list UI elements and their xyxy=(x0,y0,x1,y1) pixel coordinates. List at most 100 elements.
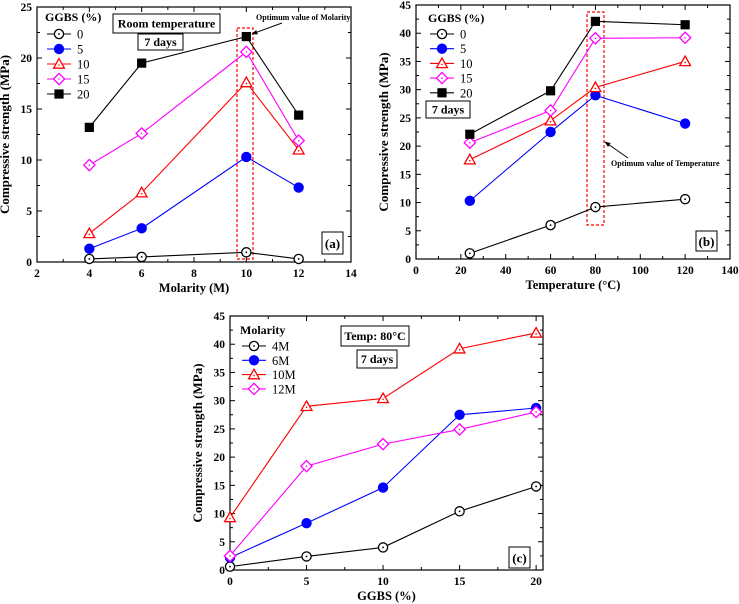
legend-label: 0 xyxy=(460,28,466,42)
legend-marker xyxy=(248,355,260,366)
data-point-dot xyxy=(140,192,143,195)
series-0 xyxy=(84,247,304,265)
x-tick-label: 0 xyxy=(413,265,419,277)
data-point xyxy=(679,118,691,129)
data-point-dot xyxy=(684,36,686,39)
data-point xyxy=(135,185,149,198)
data-point-dot xyxy=(549,120,552,123)
series-line xyxy=(229,485,537,568)
annotation-text: Temp: 80°C xyxy=(344,329,405,343)
annotation-box xyxy=(137,33,184,51)
data-point xyxy=(377,482,389,493)
data-point xyxy=(136,223,147,234)
data-point-dot xyxy=(458,348,461,351)
legend-label: 4M xyxy=(272,340,289,354)
legend-title: GGBS (%) xyxy=(428,11,484,25)
data-point xyxy=(545,126,556,138)
y-tick-label: 5 xyxy=(219,537,225,549)
legend-label: 10 xyxy=(77,58,90,72)
y-axis-label: Compressive strength (MPa) xyxy=(0,55,12,214)
panel-label-box xyxy=(695,230,718,252)
optimum-arrow xyxy=(251,22,283,35)
data-point-dot xyxy=(305,465,308,467)
data-point-dot xyxy=(88,258,91,260)
legend-label: 12M xyxy=(272,382,296,396)
series-10 xyxy=(82,75,306,239)
data-point xyxy=(300,399,314,412)
series-6M xyxy=(224,402,542,563)
annotation-text: 7 days xyxy=(432,103,465,117)
y-tick-label: 40 xyxy=(400,28,412,40)
y-tick-label: 25 xyxy=(21,2,33,14)
data-point-dot xyxy=(140,132,143,135)
legend-marker-dot xyxy=(441,77,443,79)
x-tick-label: 6 xyxy=(139,268,145,280)
legend-label: 6M xyxy=(272,354,289,368)
legend-marker-dot xyxy=(441,63,443,66)
x-tick-label: 20 xyxy=(455,265,467,277)
data-point-dot xyxy=(594,37,597,40)
legend-marker xyxy=(52,57,66,69)
series-line xyxy=(469,20,686,135)
data-point xyxy=(678,54,692,67)
legend-marker xyxy=(247,367,261,380)
y-tick-label: 10 xyxy=(21,155,33,167)
y-tick-label: 5 xyxy=(405,226,411,238)
series-10 xyxy=(463,54,692,165)
data-point xyxy=(545,86,556,96)
data-point xyxy=(453,342,467,354)
y-tick-label: 35 xyxy=(400,56,412,68)
legend-marker-dot xyxy=(58,64,60,66)
x-tick-label: 2 xyxy=(34,268,40,280)
legend-label: 20 xyxy=(77,88,90,102)
data-point-dot xyxy=(297,150,300,152)
legend-marker-dot xyxy=(441,33,443,35)
y-axis-label: Compressive strength (MPa) xyxy=(190,363,205,522)
x-axis-label: Temperature (°C) xyxy=(526,278,621,292)
y-tick-label: 20 xyxy=(400,141,412,153)
annotation-box xyxy=(112,13,221,34)
data-point-dot xyxy=(88,164,91,166)
optimum-label: Optimum value of Molarity xyxy=(256,13,350,22)
data-point-dot xyxy=(382,443,384,445)
data-point xyxy=(465,129,475,139)
data-point-dot xyxy=(458,428,461,431)
legend-label: 10 xyxy=(460,57,473,71)
data-point-dot xyxy=(297,258,300,260)
x-axis-label: GGBS (%) xyxy=(357,589,416,603)
annotation-text: Room temperature xyxy=(118,17,216,31)
y-tick-label: 25 xyxy=(400,113,412,125)
optimum-label: Optimum value of Temperature xyxy=(611,159,720,168)
data-point xyxy=(294,110,304,120)
data-point-dot xyxy=(382,546,384,549)
data-point xyxy=(82,226,96,239)
x-axis-label: Molarity (M) xyxy=(159,281,229,295)
y-tick-label: 15 xyxy=(400,169,412,181)
legend-title: Molarity xyxy=(240,323,285,337)
data-point xyxy=(590,90,601,101)
y-tick-label: 15 xyxy=(21,104,33,116)
series-line xyxy=(88,35,300,128)
legend-marker-dot xyxy=(253,345,255,347)
legend-label: 15 xyxy=(77,73,90,87)
x-tick-label: 100 xyxy=(632,265,650,277)
x-tick-label: 60 xyxy=(545,265,557,277)
y-tick-label: 20 xyxy=(214,452,226,464)
y-tick-label: 45 xyxy=(214,311,226,323)
data-point xyxy=(454,409,465,420)
y-tick-label: 15 xyxy=(214,480,226,492)
panel-label: (b) xyxy=(699,234,715,249)
series-20 xyxy=(465,16,690,139)
optimum-highlight-box xyxy=(236,27,254,260)
chart-panel-c: 0 5 10 15 20 0 5 10 15 20 25 30 35 40 45 GGBS (%) Compre… xyxy=(190,311,544,603)
data-point-dot xyxy=(684,198,687,201)
y-axis-label: Compressive strength (MPa) xyxy=(376,52,391,211)
data-point xyxy=(588,80,602,93)
data-point-dot xyxy=(469,141,471,144)
legend-label: 10M xyxy=(272,368,296,382)
data-point-dot xyxy=(382,398,384,401)
y-tick-label: 45 xyxy=(400,0,412,12)
ticks xyxy=(36,6,352,263)
legend-label: 5 xyxy=(77,43,83,57)
